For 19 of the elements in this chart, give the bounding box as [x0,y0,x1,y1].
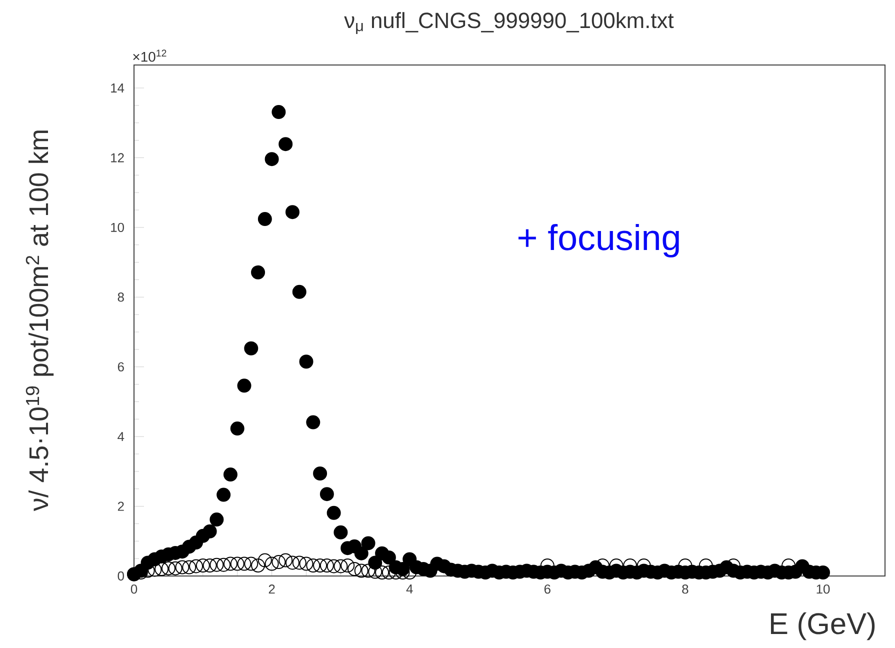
y-tick-label: 6 [118,362,124,372]
y-tick-label: 10 [111,222,124,232]
chart-title: ν$_{μ}$ nufl_CNGS_999990_100km.txt [344,12,674,34]
y-tick-label: 2 [118,502,124,511]
x-tick-label: 8 [682,584,688,594]
y-tick-label: 12 [111,153,124,162]
x-axis-title: E (GeV) [770,612,875,640]
x-tick-label: 0 [130,584,138,594]
y-tick-label: 8 [118,292,124,302]
annotation: + focusing [518,224,679,258]
x-tick-label: 6 [544,584,550,594]
y-tick-label: 14 [111,84,124,92]
y-axis-title: ν/ 4.5·10$^{19}$ pot/100m$^{2}$ at 100 km [26,130,54,512]
x-tick-label: 2 [268,584,275,594]
y-tick-label: 0 [118,571,124,581]
text: ×10$^{12}$ [133,50,166,62]
x-tick-label: 10 [816,584,830,594]
y-tick-label: 4 [118,432,124,442]
x-tick-label: 4 [406,584,413,594]
